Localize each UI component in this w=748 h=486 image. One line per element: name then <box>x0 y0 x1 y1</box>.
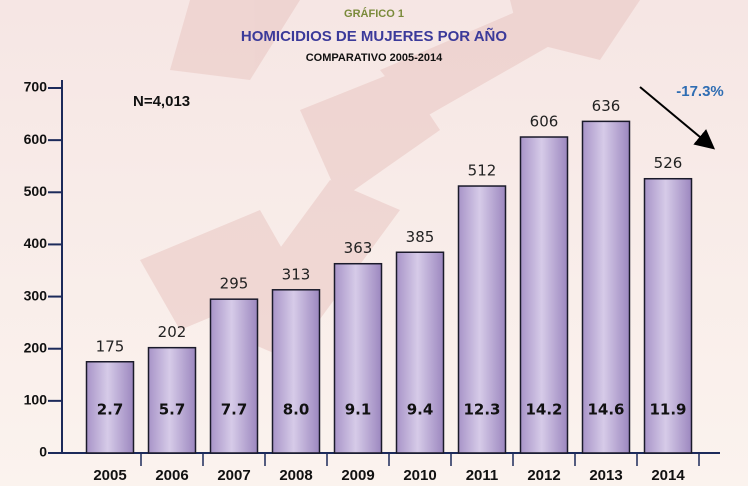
chart-title: HOMICIDIOS DE MUJERES POR AÑO <box>241 27 507 45</box>
bar <box>335 264 382 453</box>
chart: GRÁFICO 1 HOMICIDIOS DE MUJERES POR AÑO … <box>0 0 748 486</box>
rate-label: 11.9 <box>649 401 686 419</box>
y-tick-label: 700 <box>24 79 48 95</box>
value-label: 385 <box>406 228 435 246</box>
value-label: 636 <box>592 97 621 115</box>
y-tick-label: 600 <box>24 131 48 147</box>
value-label: 363 <box>344 239 373 257</box>
annotation: N=4,013 <box>133 93 190 110</box>
value-label: 606 <box>530 113 559 131</box>
bar <box>397 252 444 453</box>
value-label: 175 <box>96 337 125 355</box>
chart-subtitle: COMPARATIVO 2005-2014 <box>306 52 443 64</box>
bar <box>273 290 320 453</box>
value-label: 313 <box>282 265 311 283</box>
y-tick-label: 400 <box>24 235 48 251</box>
chart-kicker: GRÁFICO 1 <box>344 7 404 20</box>
y-tick-label: 100 <box>24 392 48 408</box>
value-label: 526 <box>654 154 683 172</box>
y-tick-label: 200 <box>24 339 48 355</box>
x-tick-label: 2005 <box>93 467 126 484</box>
bar <box>211 299 258 453</box>
rate-label: 9.4 <box>407 401 434 419</box>
y-tick-label: 300 <box>24 287 48 303</box>
rate-label: 7.7 <box>221 401 248 419</box>
rate-label: 5.7 <box>159 401 186 419</box>
x-tick-label: 2007 <box>217 467 250 484</box>
x-tick-label: 2006 <box>155 467 188 484</box>
rate-label: 14.2 <box>525 401 562 419</box>
value-label: 512 <box>468 162 497 180</box>
rate-label: 8.0 <box>283 401 310 419</box>
x-tick-label: 2014 <box>651 467 685 484</box>
rate-label: 12.3 <box>463 401 500 419</box>
x-tick-label: 2011 <box>466 467 499 484</box>
x-tick-label: 2013 <box>589 467 622 484</box>
rate-label: 2.7 <box>97 401 124 419</box>
rate-label: 14.6 <box>587 401 624 419</box>
y-tick-label: 0 <box>39 444 47 460</box>
x-tick-label: 2009 <box>341 467 374 484</box>
rate-label: 9.1 <box>345 401 372 419</box>
x-tick-label: 2010 <box>403 467 436 484</box>
value-label: 295 <box>220 275 249 293</box>
x-tick-label: 2012 <box>527 467 560 484</box>
x-tick-label: 2008 <box>279 467 312 484</box>
value-label: 202 <box>158 323 187 341</box>
annotation: -17.3% <box>676 83 724 100</box>
y-tick-label: 500 <box>24 183 48 199</box>
